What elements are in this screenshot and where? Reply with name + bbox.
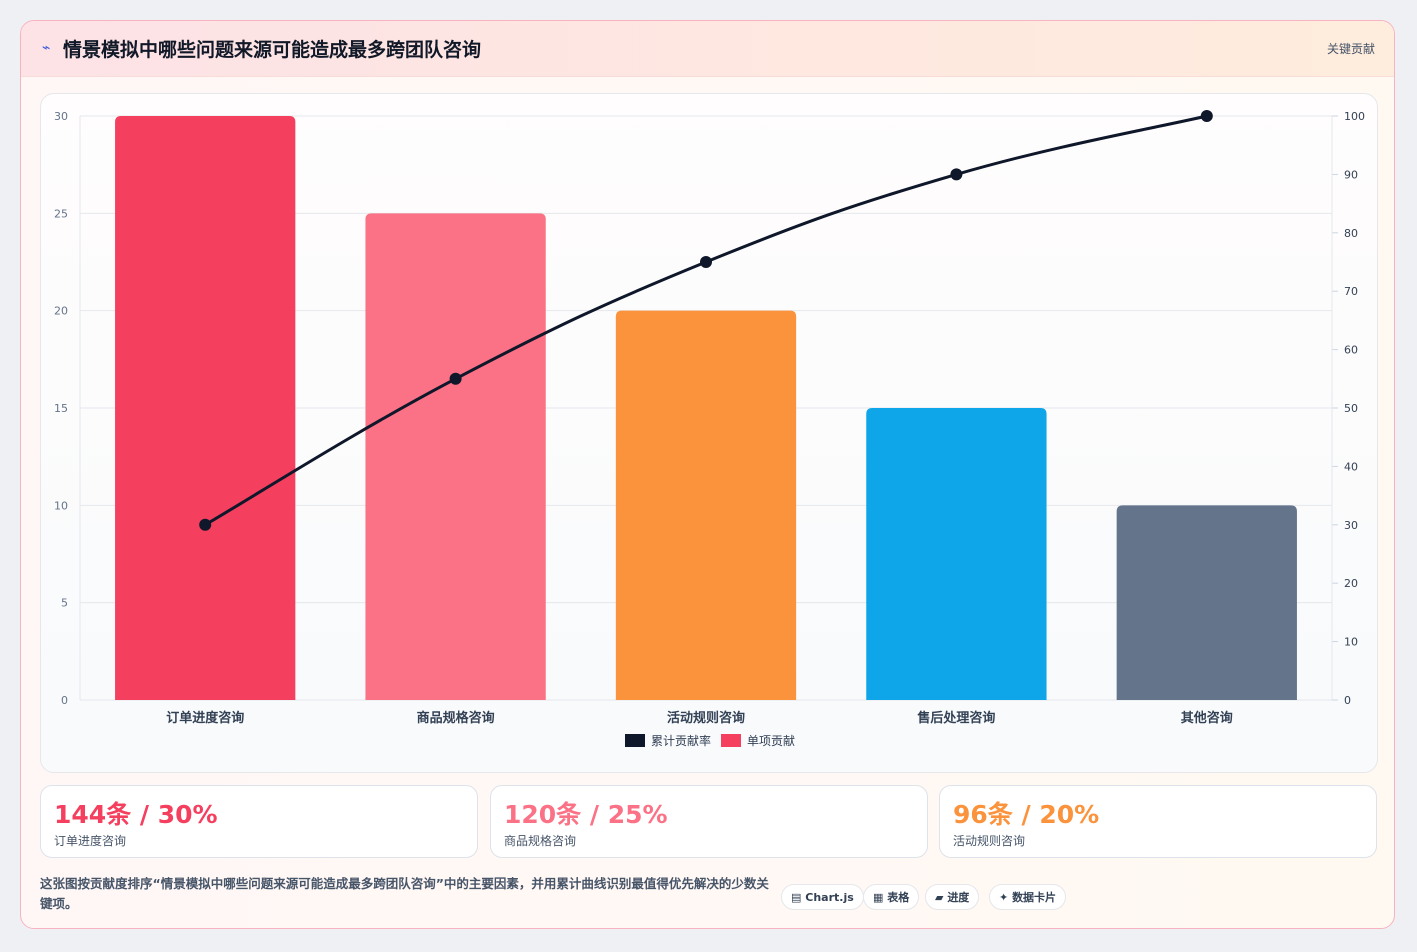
- y-right-tick-label: 90: [1344, 168, 1358, 181]
- cumulative-point: [449, 372, 462, 385]
- y-right-tick-label: 40: [1344, 460, 1358, 473]
- cumulative-point: [199, 518, 212, 531]
- lightning-icon: ⌁: [42, 40, 51, 56]
- bar: [365, 213, 546, 700]
- x-tick-label: 其他咨询: [1181, 710, 1233, 726]
- chip-label: 进度: [947, 891, 970, 904]
- stat-value: 144条 / 30%: [54, 800, 218, 829]
- x-tick-label: 商品规格咨询: [417, 710, 495, 726]
- stat-card-3: 96条 / 20% 活动规则咨询: [939, 785, 1377, 858]
- stat-label: 订单进度咨询: [54, 834, 127, 848]
- y-right-tick-label: 70: [1344, 285, 1358, 298]
- pareto-chart: 0 5 10 15 20 25 30 0 10 20 30 40 50 60 70 80 90 100 订单进度咨询…: [54, 110, 1365, 748]
- stat-label: 商品规格咨询: [504, 834, 577, 848]
- x-tick-label: 活动规则咨询: [667, 710, 745, 726]
- bar: [866, 408, 1047, 700]
- bar: [615, 310, 797, 700]
- stat-label: 活动规则咨询: [953, 834, 1026, 848]
- stat-card-1: 144条 / 30% 订单进度咨询: [40, 785, 478, 858]
- y-right-tick-label: 80: [1344, 227, 1358, 240]
- y-left-tick-label: 0: [61, 694, 68, 707]
- table-icon: ▦: [873, 891, 884, 904]
- chip-table[interactable]: ▦ 表格: [863, 884, 920, 910]
- chip-progress[interactable]: ▰ 进度: [925, 884, 980, 910]
- y-left-tick-label: 25: [54, 207, 68, 220]
- y-left-tick-label: 10: [54, 499, 68, 512]
- chip-label: 表格: [887, 891, 910, 904]
- cumulative-point: [950, 168, 963, 181]
- y-right-tick-label: 50: [1344, 402, 1358, 415]
- y-left-tick-label: 30: [54, 110, 68, 123]
- stat-cards: 144条 / 30% 订单进度咨询 120条 / 25% 商品规格咨询 96条 …: [40, 785, 1378, 858]
- legend-swatch: [721, 734, 741, 747]
- page-title: 情景模拟中哪些问题来源可能造成最多跨团队咨询: [63, 39, 482, 61]
- y-right-tick-label: 100: [1344, 110, 1365, 123]
- stat-value: 120条 / 25%: [504, 800, 668, 829]
- y-left-tick-label: 20: [54, 305, 68, 318]
- chart-panel: 0 5 10 15 20 25 30 0 10 20 30 40 50 60 70 80 90 100 订单进度咨询…: [40, 93, 1378, 773]
- y-left-tick-label: 5: [61, 597, 68, 610]
- y-right-tick-label: 30: [1344, 519, 1358, 532]
- bar: [1116, 505, 1297, 700]
- y-right-tick-label: 10: [1344, 636, 1358, 649]
- legend-label: 单项贡献: [747, 733, 795, 748]
- y-left-tick-label: 15: [54, 402, 68, 415]
- cumulative-point: [1200, 110, 1213, 122]
- x-tick-label: 售后处理咨询: [917, 710, 995, 726]
- card-header: ⌁ 情景模拟中哪些问题来源可能造成最多跨团队咨询 关键贡献: [21, 21, 1394, 77]
- y-right-tick-label: 60: [1344, 344, 1358, 357]
- chart-icon: ▤: [791, 891, 802, 904]
- key-contribution-badge: 关键贡献: [1326, 42, 1375, 56]
- sparkle-icon: ✦: [999, 891, 1009, 904]
- legend-swatch: [625, 734, 645, 747]
- chip-chartjs[interactable]: ▤ Chart.js: [781, 884, 864, 910]
- stat-value: 96条 / 20%: [953, 800, 1100, 829]
- y-right-tick-label: 20: [1344, 577, 1358, 590]
- chip-data-card[interactable]: ✦ 数据卡片: [989, 884, 1067, 910]
- chip-label: Chart.js: [805, 891, 854, 904]
- progress-icon: ▰: [935, 891, 944, 904]
- x-tick-label: 订单进度咨询: [166, 710, 244, 726]
- y-right-tick-label: 0: [1344, 694, 1351, 707]
- chart-card: ⌁ 情景模拟中哪些问题来源可能造成最多跨团队咨询 关键贡献 0 5 10 15 20 25…: [20, 20, 1395, 929]
- bar: [115, 116, 296, 700]
- cumulative-point: [700, 256, 712, 268]
- stat-card-2: 120条 / 25% 商品规格咨询: [490, 785, 928, 858]
- chart-description: 这张图按贡献度排序“情景模拟中哪些问题来源可能造成最多跨团队咨询”中的主要因素，…: [40, 876, 769, 911]
- chip-label: 数据卡片: [1012, 891, 1057, 904]
- legend-label: 累计贡献率: [651, 733, 711, 748]
